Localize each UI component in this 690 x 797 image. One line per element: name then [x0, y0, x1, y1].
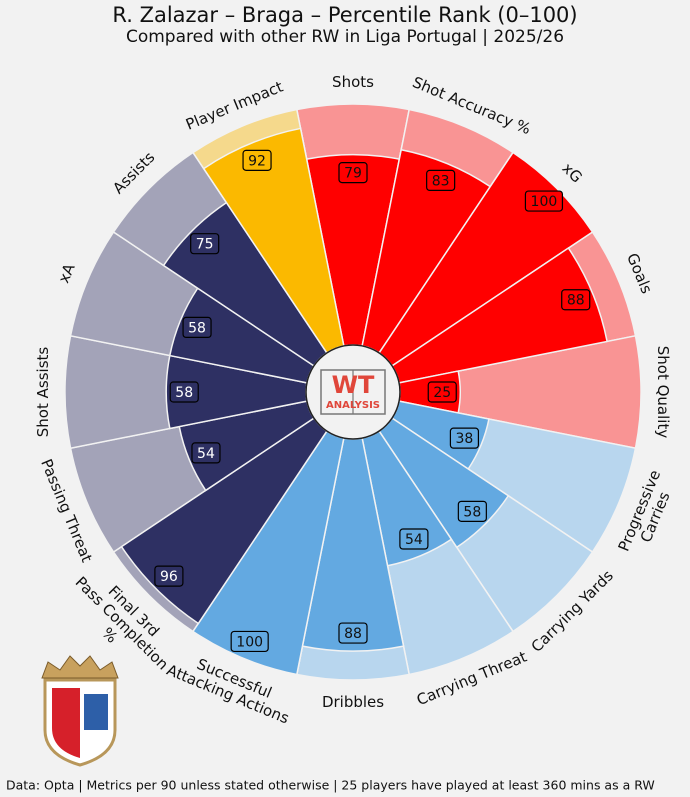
value-label-box [338, 162, 368, 184]
logo-text: ANALYSIS [326, 400, 380, 411]
value-label: 54 [405, 532, 423, 548]
value-label-box [190, 233, 220, 255]
plot-area: 79 83 100 88 25 38 58 54 88 100 96 54 58 58 75 92 Shots S… [34, 73, 674, 728]
value-label: 58 [175, 385, 193, 401]
value-label: 79 [344, 166, 362, 182]
value-label: 58 [188, 320, 206, 336]
value-label: 25 [433, 385, 451, 401]
value-label: 54 [197, 446, 215, 462]
value-label-box [457, 500, 487, 522]
value-label: 100 [531, 194, 558, 210]
value-label-box [182, 316, 212, 339]
value-label-box [169, 381, 199, 403]
chart-title: R. Zalazar – Braga – Percentile Rank (0–… [112, 3, 577, 27]
chart-subtitle: Compared with other RW in Liga Portugal … [126, 27, 564, 47]
value-label: 88 [344, 626, 362, 642]
category-label: Shots [332, 73, 374, 91]
value-label: 58 [463, 504, 481, 520]
footer: Data: Opta | Metrics per 90 unless state… [6, 778, 655, 793]
value-label-box [426, 169, 456, 192]
value-label: 92 [248, 153, 266, 169]
value-label-box [230, 630, 269, 653]
value-label: 38 [455, 431, 473, 447]
value-label-box [399, 528, 429, 550]
value-label-box [561, 289, 591, 311]
logo-text: WT [332, 371, 375, 399]
category-label: Shot Quality [655, 346, 673, 439]
category-label: Shot Assists [34, 347, 52, 438]
value-label-box [191, 442, 221, 464]
value-label-box [242, 149, 272, 171]
value-label: 88 [567, 293, 585, 309]
club-crest [41, 655, 119, 767]
value-label-box [427, 381, 457, 403]
value-label: 75 [196, 237, 214, 253]
value-label: 96 [160, 569, 178, 585]
value-label-box [524, 190, 564, 212]
category-label: Dribbles [322, 693, 384, 711]
value-label-box [338, 622, 368, 644]
value-label-box [154, 565, 184, 587]
value-label: 83 [432, 173, 450, 189]
value-label: 100 [236, 634, 263, 650]
value-label-box [449, 427, 480, 449]
